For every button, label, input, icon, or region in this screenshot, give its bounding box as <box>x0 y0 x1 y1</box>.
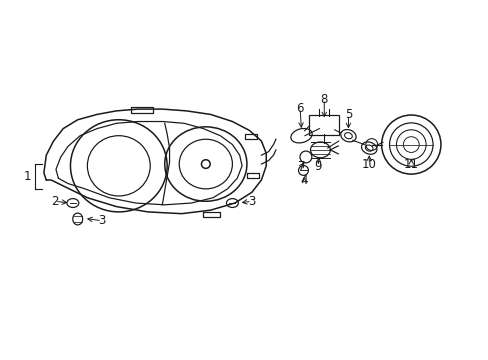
Text: 4: 4 <box>300 174 307 187</box>
Text: 8: 8 <box>320 93 327 106</box>
Text: 6: 6 <box>296 102 303 115</box>
Text: 9: 9 <box>314 160 321 173</box>
Text: 10: 10 <box>361 158 376 171</box>
Text: 2: 2 <box>51 195 59 208</box>
Text: 3: 3 <box>98 214 105 227</box>
Text: 11: 11 <box>403 158 418 171</box>
Text: 5: 5 <box>344 108 351 121</box>
Text: 3: 3 <box>247 195 255 208</box>
Text: 7: 7 <box>297 160 305 173</box>
Text: 1: 1 <box>23 170 31 183</box>
